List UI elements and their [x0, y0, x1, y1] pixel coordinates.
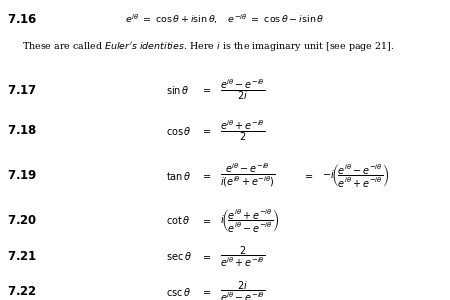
Text: $\mathbf{7.20}$: $\mathbf{7.20}$ [7, 214, 36, 227]
Text: These are called $\mathit{Euler's\ identities}$. Here $i$ is the imaginary unit : These are called $\mathit{Euler's\ ident… [22, 40, 395, 53]
Text: $e^{i\theta}\ =\ \cos\theta + i\sin\theta,\quad e^{-i\theta}\ =\ \cos\theta - i\: $e^{i\theta}\ =\ \cos\theta + i\sin\thet… [126, 13, 324, 26]
Text: $\dfrac{2}{e^{i\theta} + e^{-i\theta}}$: $\dfrac{2}{e^{i\theta} + e^{-i\theta}}$ [220, 244, 266, 269]
Text: $=$: $=$ [201, 216, 212, 225]
Text: $\dfrac{2i}{e^{i\theta} - e^{-i\theta}}$: $\dfrac{2i}{e^{i\theta} - e^{-i\theta}}$ [220, 279, 266, 300]
Text: $-i\!\left(\dfrac{e^{i\theta} - e^{-i\theta}}{e^{i\theta} + e^{-i\theta}}\right): $-i\!\left(\dfrac{e^{i\theta} - e^{-i\th… [322, 162, 389, 189]
Text: $\mathbf{7.22}$: $\mathbf{7.22}$ [7, 285, 36, 298]
Text: $\mathbf{7.21}$: $\mathbf{7.21}$ [7, 250, 36, 263]
Text: $=$: $=$ [201, 126, 212, 135]
Text: $i\!\left(\dfrac{e^{i\theta} + e^{-i\theta}}{e^{i\theta} - e^{-i\theta}}\right)$: $i\!\left(\dfrac{e^{i\theta} + e^{-i\the… [220, 207, 280, 234]
Text: $\csc\theta$: $\csc\theta$ [166, 286, 192, 298]
Text: $\cos\theta$: $\cos\theta$ [166, 124, 192, 136]
Text: $\cot\theta$: $\cot\theta$ [166, 214, 191, 226]
Text: $\tan\theta$: $\tan\theta$ [166, 169, 192, 181]
Text: $=$: $=$ [201, 171, 212, 180]
Text: $\mathbf{7.18}$: $\mathbf{7.18}$ [7, 124, 37, 137]
Text: $\mathbf{7.19}$: $\mathbf{7.19}$ [7, 169, 37, 182]
Text: $=$: $=$ [201, 85, 212, 94]
Text: $\sec\theta$: $\sec\theta$ [166, 250, 192, 262]
Text: $\mathbf{7.16}$: $\mathbf{7.16}$ [7, 13, 37, 26]
Text: $\dfrac{e^{i\theta} + e^{-i\theta}}{2}$: $\dfrac{e^{i\theta} + e^{-i\theta}}{2}$ [220, 118, 266, 143]
Text: $\mathbf{7.17}$: $\mathbf{7.17}$ [7, 83, 37, 97]
Text: $=$: $=$ [201, 252, 212, 261]
Text: $\dfrac{e^{i\theta} - e^{-i\theta}}{i(e^{i\theta} + e^{-i\theta})}$: $\dfrac{e^{i\theta} - e^{-i\theta}}{i(e^… [220, 162, 276, 189]
Text: $\dfrac{e^{i\theta} - e^{-i\theta}}{2i}$: $\dfrac{e^{i\theta} - e^{-i\theta}}{2i}$ [220, 78, 266, 102]
Text: $=$: $=$ [201, 287, 212, 296]
Text: $\sin\theta$: $\sin\theta$ [166, 84, 190, 96]
Text: $=$: $=$ [303, 171, 314, 180]
